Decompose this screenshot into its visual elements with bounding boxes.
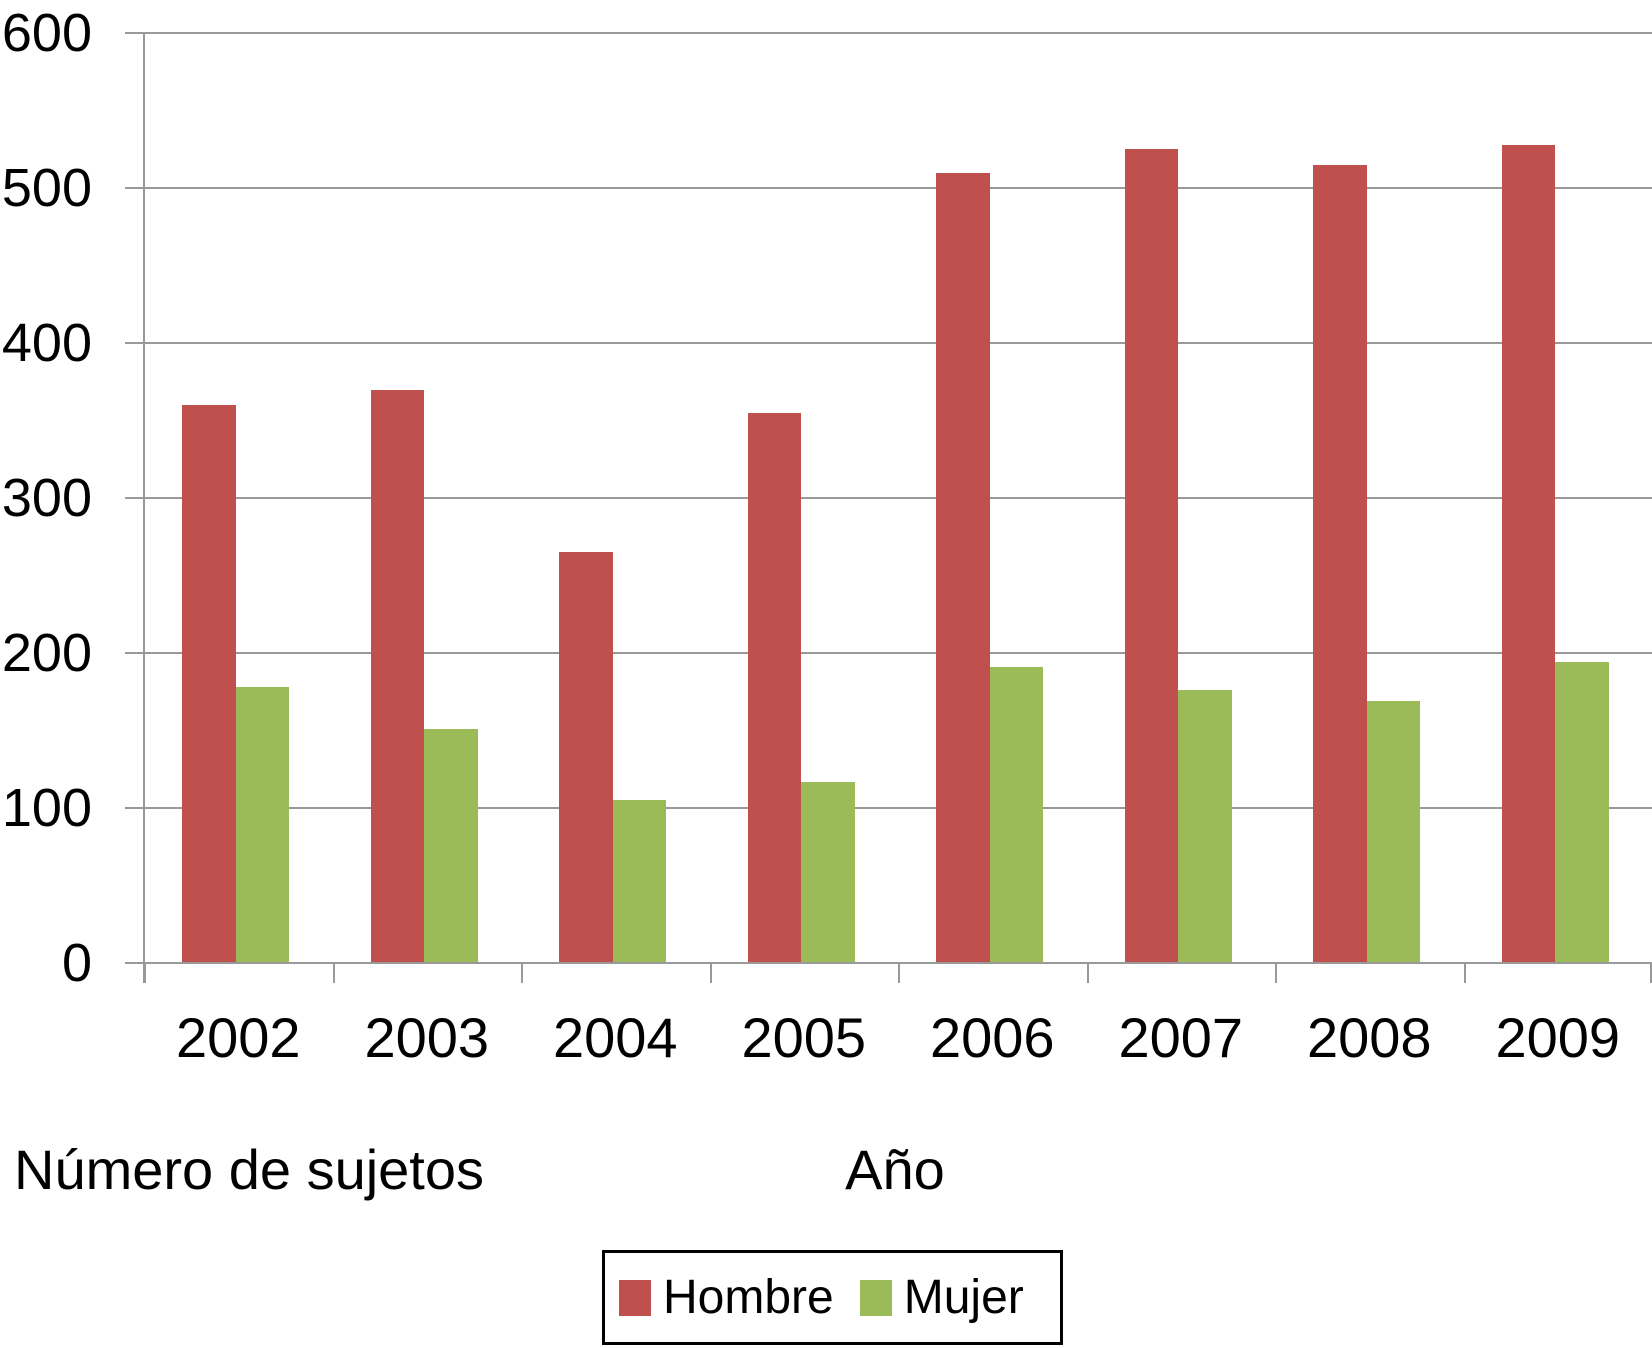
gridline-0 [125, 962, 1652, 964]
gridline-500 [125, 187, 1652, 189]
bar-hombre-2003 [370, 389, 424, 963]
x-axis-tick [1463, 963, 1466, 983]
x-axis-tick [1275, 963, 1277, 983]
bar-hombre-2006 [936, 172, 990, 963]
y-tick-label-400: 400 [1, 313, 92, 373]
y-tick-label-200: 200 [1, 623, 92, 683]
legend-label-mujer: Mujer [903, 1270, 1024, 1324]
bar-mujer-2009 [1555, 662, 1609, 963]
x-tick-label-2002: 2002 [175, 1006, 301, 1069]
y-tick-label-500: 500 [1, 158, 92, 218]
y-tick-label-100: 100 [1, 778, 92, 838]
bar-mujer-2007 [1178, 690, 1232, 963]
x-tick-label-2007: 2007 [1118, 1006, 1244, 1069]
y-tick-label-0: 0 [61, 933, 92, 993]
bar-mujer-2005 [801, 781, 855, 963]
x-tick-label-2009: 2009 [1495, 1006, 1621, 1069]
y-axis-title: Número de sujetos [14, 1138, 485, 1201]
bar-mujer-2004 [612, 800, 666, 963]
x-tick-label-2005: 2005 [741, 1006, 867, 1069]
x-axis-tick [144, 963, 146, 983]
x-axis-tick [521, 963, 523, 983]
legend-label-hombre: Hombre [663, 1270, 834, 1324]
legend-item-mujer: Mujer [859, 1270, 1024, 1324]
bar-hombre-2004 [559, 552, 613, 963]
gridline-300 [125, 497, 1652, 499]
gridline-200 [125, 652, 1652, 654]
x-tick-label-2004: 2004 [552, 1006, 678, 1069]
bar-hombre-2007 [1124, 149, 1178, 963]
bar-hombre-2009 [1501, 144, 1555, 963]
gridline-100 [125, 807, 1652, 809]
x-tick-label-2008: 2008 [1306, 1006, 1432, 1069]
x-axis-tick [1086, 963, 1089, 983]
x-axis-tick [709, 963, 712, 983]
legend: Hombre Mujer [602, 1250, 1063, 1345]
x-axis-tick [898, 963, 900, 983]
bar-mujer-2008 [1366, 701, 1420, 963]
x-tick-label-2003: 2003 [364, 1006, 490, 1069]
y-tick-label-300: 300 [1, 468, 92, 528]
y-tick-label-600: 600 [1, 3, 92, 63]
bar-mujer-2006 [989, 666, 1043, 963]
legend-swatch-hombre [619, 1279, 651, 1316]
gridline-600 [125, 32, 1652, 34]
gridline-400 [125, 342, 1652, 344]
x-tick-label-2006: 2006 [929, 1006, 1055, 1069]
bar-hombre-2002 [182, 405, 236, 963]
bar-hombre-2005 [747, 412, 801, 963]
legend-swatch-mujer [859, 1279, 892, 1316]
x-axis-title: Año [845, 1138, 945, 1201]
bar-mujer-2003 [424, 728, 478, 963]
bar-mujer-2002 [235, 687, 289, 963]
x-axis-tick [332, 963, 335, 983]
bar-hombre-2008 [1313, 164, 1367, 963]
y-axis-line [143, 33, 145, 983]
x-axis-tick [1650, 963, 1652, 983]
legend-item-hombre: Hombre [619, 1270, 834, 1324]
